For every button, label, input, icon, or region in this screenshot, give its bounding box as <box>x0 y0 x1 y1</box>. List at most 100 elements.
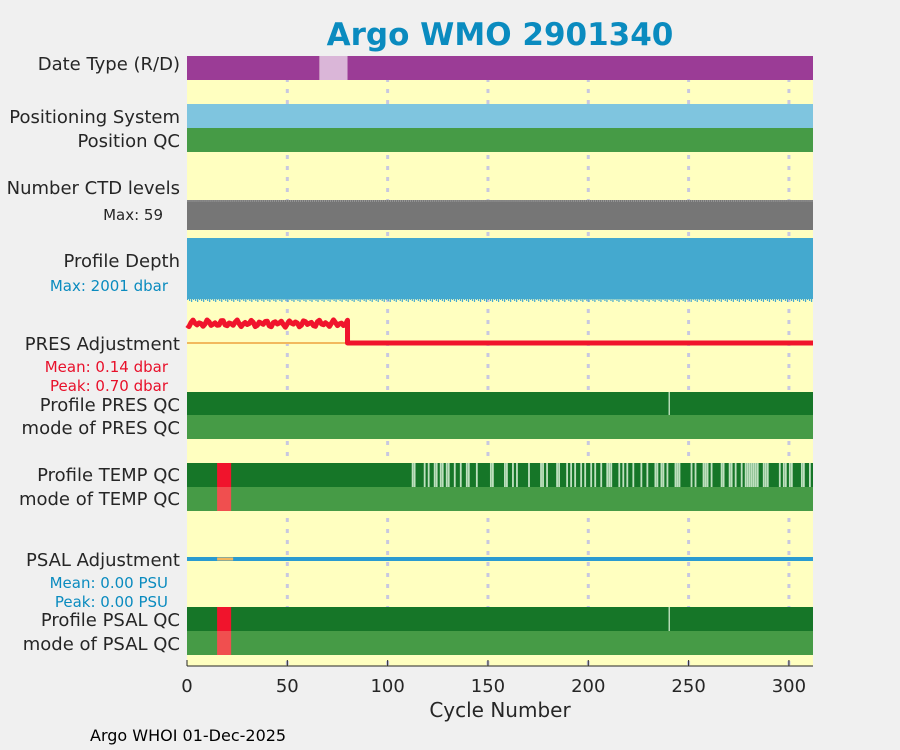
profile-depth-bar <box>600 299 602 302</box>
profile-depth-bar <box>588 299 590 302</box>
profile-depth-bar <box>317 299 319 302</box>
profile-temp-qc-marker <box>808 463 811 487</box>
profile-depth-bar <box>351 299 353 301</box>
profile-depth-bar <box>540 299 542 302</box>
profile-depth-bar <box>273 299 275 301</box>
profile-depth-bar <box>187 238 813 299</box>
profile-temp-qc-marker <box>528 463 530 487</box>
mode-temp-qc-bad <box>217 487 232 511</box>
profile-depth-bar <box>612 299 614 302</box>
profile-depth-bar <box>784 299 787 301</box>
profile-depth-bar <box>758 299 761 300</box>
profile-depth-bar <box>788 299 791 300</box>
profile-depth-bar <box>720 299 722 302</box>
profile-depth-bar <box>530 299 532 300</box>
mode-psal-qc-bar <box>187 631 813 655</box>
positioning-system-bar <box>187 104 813 128</box>
profile-depth-bar <box>544 299 546 301</box>
profile-depth-bar <box>211 299 213 300</box>
profile-depth-bar <box>516 299 518 302</box>
profile-depth-bar <box>554 299 556 300</box>
profile-depth-bar <box>680 299 682 300</box>
profile-depth-bar <box>465 299 468 301</box>
profile-depth-bar <box>684 299 686 302</box>
label-pres-adjustment: PRES Adjustment <box>25 334 180 355</box>
profile-depth-bar <box>337 299 339 300</box>
profile-depth-bar <box>295 299 297 300</box>
profile-depth-bar <box>674 299 676 300</box>
profile-depth-bar <box>343 299 345 300</box>
profile-temp-qc-marker <box>574 463 577 487</box>
profile-depth-bar <box>576 299 578 302</box>
profile-temp-qc-marker <box>764 463 767 487</box>
profile-depth-bar <box>626 299 628 300</box>
profile-depth-bar <box>445 299 448 300</box>
profile-pres-qc-bar <box>187 392 813 415</box>
profile-depth-bar <box>698 299 700 300</box>
profile-depth-bar <box>624 299 626 302</box>
profile-temp-qc-marker <box>594 463 597 487</box>
profile-depth-bar <box>421 299 423 300</box>
profile-depth-bar <box>301 299 303 300</box>
profile-depth-bar <box>333 299 335 301</box>
x-tick-label: 0 <box>181 676 192 697</box>
profile-depth-bar <box>514 299 516 301</box>
profile-depth-bar <box>614 299 616 300</box>
x-axis-label: Cycle Number <box>429 698 571 722</box>
profile-depth-bar <box>191 299 193 302</box>
profile-depth-bar <box>377 299 379 302</box>
profile-depth-bar <box>666 299 668 302</box>
profile-depth-bar <box>616 299 618 301</box>
profile-depth-bar <box>479 299 482 302</box>
profile-temp-qc-marker <box>467 463 470 487</box>
profile-depth-bar <box>245 299 247 302</box>
profile-temp-qc-marker <box>720 463 723 487</box>
profile-depth-bar <box>417 299 419 301</box>
date-type-delayed-bar <box>187 56 320 80</box>
profile-depth-bar <box>235 299 237 300</box>
profile-depth-bar <box>524 299 526 300</box>
profile-depth-bar <box>686 299 688 300</box>
profile-temp-qc-marker <box>606 463 609 487</box>
profile-depth-bar <box>221 299 223 302</box>
profile-depth-bar <box>227 299 229 302</box>
profile-temp-qc-marker <box>748 463 751 487</box>
x-axis-ticks: 0 50 100 150 200 250 300 <box>181 660 806 697</box>
profile-depth-bar <box>353 299 355 302</box>
profile-depth-bar <box>329 299 331 302</box>
profile-depth-bar <box>223 299 225 300</box>
profile-depth-bar <box>433 299 435 300</box>
profile-temp-qc-marker <box>762 463 765 487</box>
profile-depth-bar <box>560 299 562 300</box>
profile-depth-bar <box>694 299 696 301</box>
profile-temp-qc-marker <box>802 463 805 487</box>
profile-temp-qc-marker <box>435 463 438 487</box>
label-mode-psal-qc: mode of PSAL QC <box>23 634 180 655</box>
profile-depth-bar <box>233 299 235 302</box>
profile-temp-qc-marker <box>690 463 693 487</box>
adjustment-lines <box>185 317 813 561</box>
profile-temp-qc-marker <box>674 463 677 487</box>
profile-depth-bar <box>297 299 299 301</box>
profile-depth-bar <box>520 299 522 301</box>
profile-depth-bar <box>716 299 718 300</box>
profile-depth-bar <box>439 299 442 300</box>
profile-depth-bar <box>650 299 652 300</box>
profile-depth-bar <box>632 299 634 300</box>
profile-depth-bar <box>782 299 785 300</box>
profile-depth-bar <box>718 299 720 301</box>
x-tick-label: 150 <box>471 676 505 697</box>
profile-depth-bar <box>722 299 724 300</box>
profile-depth-bar <box>429 299 431 301</box>
profile-depth-bar <box>379 299 381 300</box>
profile-temp-qc-marker <box>710 463 713 487</box>
profile-depth-bar <box>590 299 592 300</box>
profile-depth-bar <box>606 299 608 302</box>
profile-depth-bar <box>373 299 375 300</box>
profile-depth-bar <box>728 299 730 300</box>
profile-temp-qc-bad <box>217 463 232 487</box>
profile-depth-bar <box>712 299 714 301</box>
profile-depth-bar <box>309 299 311 301</box>
ctd-levels-bar <box>187 200 813 230</box>
profile-depth-bar <box>710 299 712 300</box>
